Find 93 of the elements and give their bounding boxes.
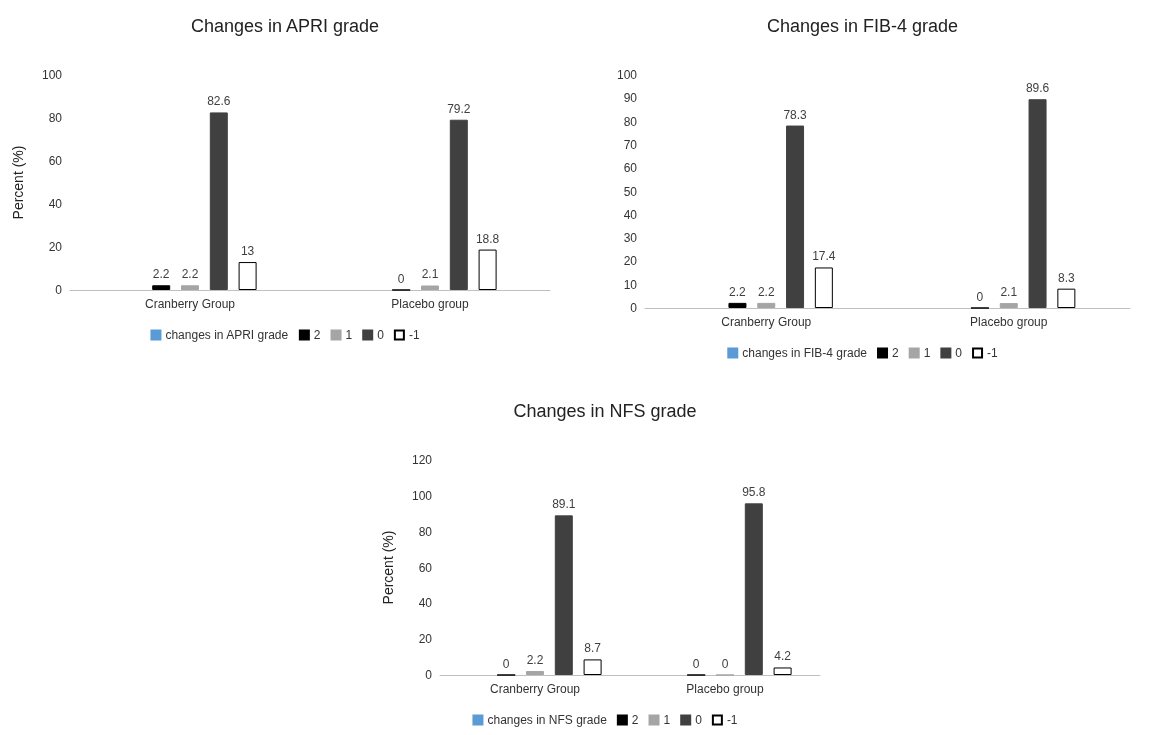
data-label: 0 xyxy=(397,271,405,286)
y-tick-label: 0 xyxy=(55,283,63,297)
bar xyxy=(181,285,199,290)
data-label: 2.2 xyxy=(181,267,199,282)
x-tick-label: Cranberry Group xyxy=(721,315,812,329)
x-tick-label: Placebo group xyxy=(391,297,470,311)
bar xyxy=(773,667,792,675)
bar xyxy=(554,515,573,675)
data-label: 8.3 xyxy=(1058,270,1076,285)
data-label: 13 xyxy=(240,244,255,259)
legend-label: changes in APRI grade xyxy=(165,328,289,342)
y-tick-label: 80 xyxy=(48,111,63,125)
bar xyxy=(1028,99,1047,308)
data-label: 0 xyxy=(692,656,700,671)
data-label: 89.6 xyxy=(1025,81,1050,96)
data-label: 2.2 xyxy=(152,267,170,282)
legend-label: changes in FIB-4 grade xyxy=(742,346,868,360)
bar xyxy=(526,671,544,675)
data-label: 2.2 xyxy=(757,284,775,299)
bar xyxy=(209,112,228,290)
x-tick-label: Placebo group xyxy=(970,315,1048,329)
bar xyxy=(728,302,747,308)
legend-label: -1 xyxy=(408,328,420,342)
data-label: 18.8 xyxy=(475,231,500,246)
y-tick-label: 20 xyxy=(623,254,638,269)
bar xyxy=(1057,288,1076,308)
y-tick-label: 40 xyxy=(48,197,63,211)
bar xyxy=(583,659,602,675)
y-tick-label: 0 xyxy=(630,301,638,315)
x-tick-label: Placebo group xyxy=(686,682,765,696)
data-label: 0 xyxy=(721,656,729,671)
legend-label: 1 xyxy=(345,328,353,342)
y-tick-label: 120 xyxy=(411,453,433,467)
y-tick-label: 80 xyxy=(418,524,433,539)
legend-label: 2 xyxy=(892,346,900,360)
x-tick-label: Cranberry Group xyxy=(144,297,236,311)
chart-title: Changes in APRI grade xyxy=(190,16,380,36)
legend-label: 0 xyxy=(695,713,703,727)
bar xyxy=(238,262,257,290)
y-tick-label: 40 xyxy=(418,596,433,611)
data-label: 8.7 xyxy=(584,641,602,656)
y-tick-label: 100 xyxy=(616,68,638,82)
y-tick-label: 60 xyxy=(418,560,433,575)
bar xyxy=(478,249,497,290)
bar xyxy=(757,302,776,308)
data-label: 95.8 xyxy=(742,485,766,500)
bar xyxy=(152,285,171,290)
y-tick-label: 60 xyxy=(623,161,638,176)
legend-label: -1 xyxy=(726,713,738,727)
data-label: 0 xyxy=(502,656,510,671)
data-label: 82.6 xyxy=(207,94,231,109)
data-label: 89.1 xyxy=(552,497,576,512)
y-axis-title: Percent (%) xyxy=(380,530,396,605)
y-axis-title: Percent (%) xyxy=(10,145,26,220)
bar xyxy=(814,267,833,308)
legend-label: 0 xyxy=(377,328,385,342)
data-label: 2.1 xyxy=(421,267,439,282)
y-tick-label: 70 xyxy=(623,137,638,152)
legend-label: 1 xyxy=(663,713,671,727)
y-tick-label: 60 xyxy=(48,154,63,168)
y-tick-label: 20 xyxy=(48,240,63,254)
bar xyxy=(421,285,439,290)
y-tick-label: 40 xyxy=(623,207,638,222)
y-tick-label: 80 xyxy=(623,114,638,129)
y-tick-label: 30 xyxy=(623,231,638,246)
y-tick-label: 10 xyxy=(623,277,638,292)
legend-label: 1 xyxy=(923,346,931,360)
legend-label: 2 xyxy=(631,713,639,727)
y-tick-label: 100 xyxy=(41,68,63,82)
data-label: 79.2 xyxy=(447,101,471,116)
legend-label: 0 xyxy=(955,346,963,360)
y-tick-label: 20 xyxy=(418,632,433,647)
bar xyxy=(449,119,468,290)
data-label: 0 xyxy=(976,289,984,304)
data-label: 2.2 xyxy=(526,653,544,668)
legend-label: -1 xyxy=(987,346,999,360)
legend-label: changes in NFS grade xyxy=(487,713,608,727)
x-tick-label: Cranberry Group xyxy=(489,682,581,696)
bar xyxy=(999,303,1018,308)
legend-label: 2 xyxy=(313,328,321,342)
bar xyxy=(786,125,805,308)
data-label: 4.2 xyxy=(774,649,792,664)
data-label: 17.4 xyxy=(812,249,836,264)
y-tick-label: 0 xyxy=(425,668,433,682)
y-tick-label: 90 xyxy=(623,91,638,106)
data-label: 2.1 xyxy=(1000,285,1018,300)
chart-title: Changes in FIB-4 grade xyxy=(766,16,959,36)
bar xyxy=(744,503,763,675)
y-tick-label: 100 xyxy=(411,488,433,503)
chart-title: Changes in NFS grade xyxy=(513,401,697,421)
data-label: 2.2 xyxy=(729,284,747,299)
y-tick-label: 50 xyxy=(623,184,638,199)
data-label: 78.3 xyxy=(783,107,808,122)
